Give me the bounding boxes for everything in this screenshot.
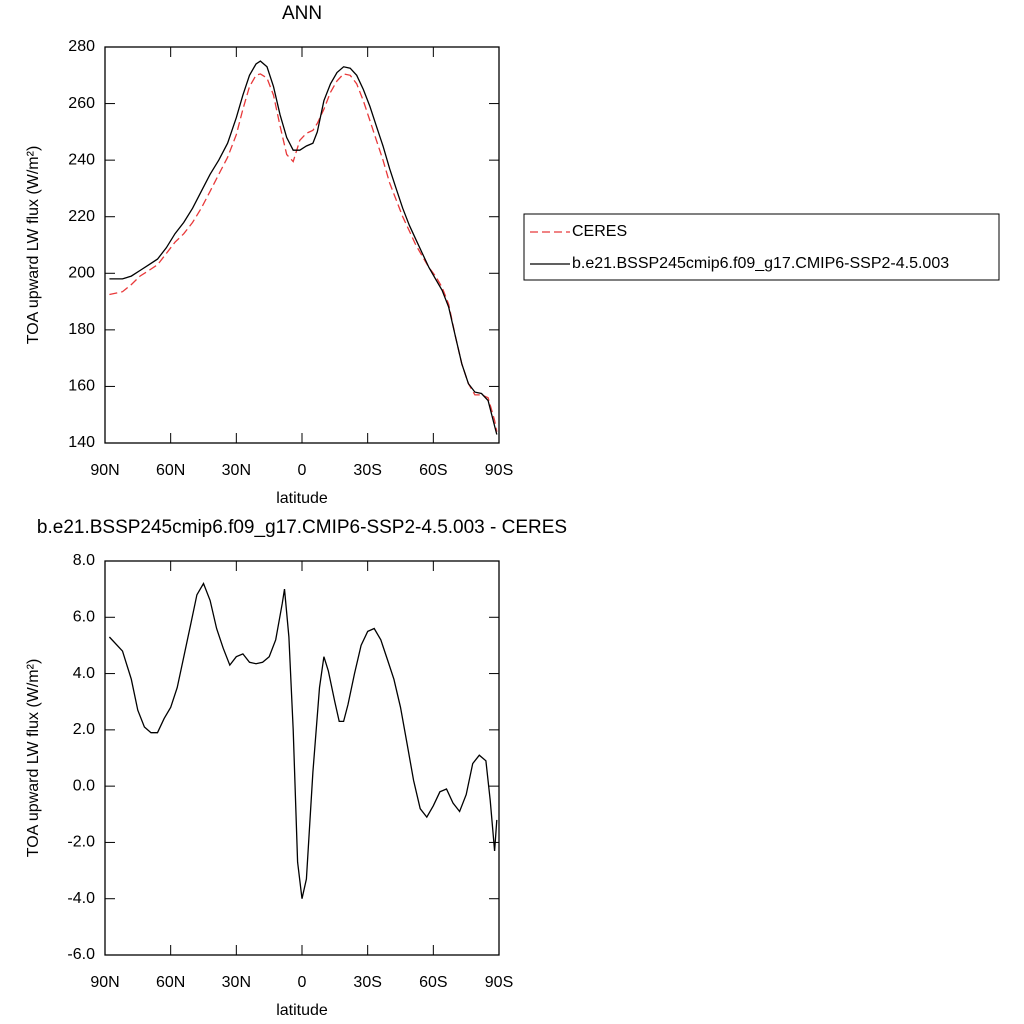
data-line [108, 582, 498, 899]
y-tick-label: 240 [68, 151, 95, 168]
x-tick-label: 60N [156, 462, 185, 479]
x-tick-label: 60N [156, 974, 185, 991]
x-tick-label: 90N [90, 462, 119, 479]
legend-label: b.e21.BSSP245cmip6.f09_g17.CMIP6-SSP2-4.… [572, 255, 949, 272]
x-tick-label: 90S [485, 462, 513, 479]
y-tick-label: 6.0 [73, 609, 95, 626]
y-tick-label: 0.0 [73, 777, 95, 794]
y-tick-label: -4.0 [67, 890, 95, 907]
plot-frame [104, 46, 500, 444]
legend-label: CERES [572, 223, 627, 240]
x-axis-label: latitude [276, 490, 328, 507]
chart-title: ANN [282, 3, 322, 24]
y-tick-label: -6.0 [67, 946, 95, 963]
y-tick-label: 160 [68, 378, 95, 395]
x-tick-label: 0 [298, 462, 307, 479]
y-axis-label: TOA upward LW flux (W/m²) [25, 146, 42, 345]
y-tick-label: 200 [68, 265, 95, 282]
chart-title: b.e21.BSSP245cmip6.f09_g17.CMIP6-SSP2-4.… [37, 517, 567, 538]
y-tick-label: 220 [68, 208, 95, 225]
y-tick-label: 2.0 [73, 721, 95, 738]
x-tick-label: 30N [222, 974, 251, 991]
x-tick-label: 90S [485, 974, 513, 991]
y-tick-label: 280 [68, 38, 95, 55]
y-tick-label: 4.0 [73, 665, 95, 682]
x-tick-label: 30N [222, 462, 251, 479]
x-tick-label: 60S [419, 974, 447, 991]
x-tick-label: 30S [353, 974, 381, 991]
x-tick-label: 90N [90, 974, 119, 991]
y-tick-label: 260 [68, 95, 95, 112]
x-tick-label: 60S [419, 462, 447, 479]
data-line [109, 73, 498, 432]
x-tick-label: 30S [353, 462, 381, 479]
legend-box [523, 213, 1000, 281]
x-tick-label: 0 [298, 974, 307, 991]
y-tick-label: 140 [68, 434, 95, 451]
y-tick-label: 8.0 [73, 552, 95, 569]
y-tick-label: 180 [68, 321, 95, 338]
data-line [109, 60, 498, 435]
y-axis-label: TOA upward LW flux (W/m²) [25, 659, 42, 858]
plot-frame [104, 560, 500, 956]
x-axis-label: latitude [276, 1002, 328, 1019]
y-tick-label: -2.0 [67, 834, 95, 851]
